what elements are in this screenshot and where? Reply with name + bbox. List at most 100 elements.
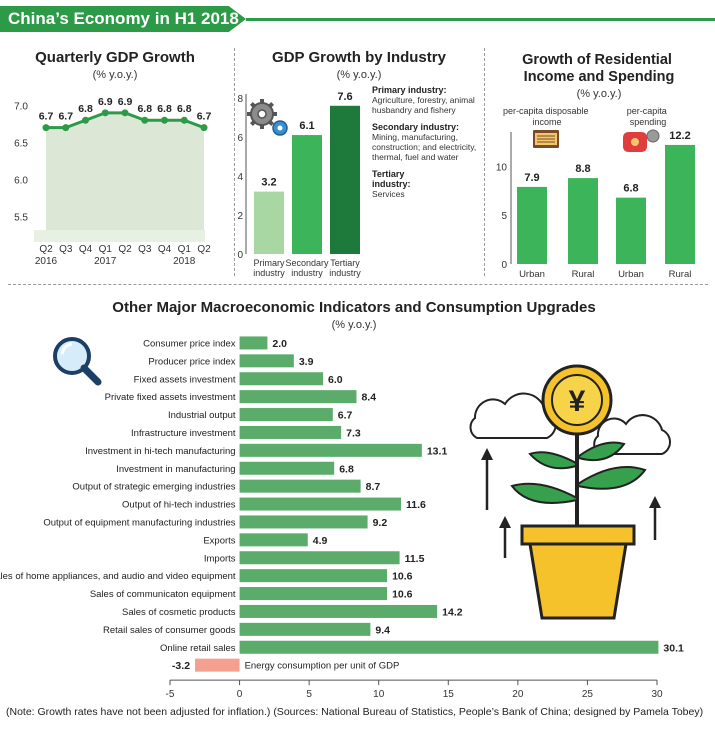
- macro-xtick-label: 5: [306, 689, 312, 700]
- macro-category-label: Private fixed assets investment: [105, 392, 236, 403]
- macro-category-label: Energy consumption per unit of GDP: [245, 661, 400, 672]
- macro-value-label: 11.5: [405, 553, 425, 565]
- macro-category-label: Infrastructure investment: [131, 428, 236, 439]
- income-spending-chart: Growth of Residential Income and Spendin…: [496, 52, 695, 280]
- gdp-ytick-label: 6.0: [14, 176, 28, 187]
- macro-value-label: 30.1: [663, 642, 684, 654]
- gdp-point: [121, 109, 129, 117]
- industry-legend-desc: construction; and electricity,: [372, 142, 476, 152]
- macro-bar: [195, 658, 240, 672]
- macro-chart-axis: -5 0 5 10 15 20 25 30: [166, 679, 663, 700]
- gdp-value-label: 6.7: [58, 111, 73, 123]
- panel-divider-left: [234, 48, 235, 276]
- macro-bar: [239, 551, 400, 565]
- income-chart-title: Growth of Residential Income and Spendin…: [522, 52, 676, 85]
- macro-bar: [239, 587, 388, 601]
- industry-category-label: Primary: [254, 258, 285, 268]
- income-bar: [568, 178, 598, 264]
- magnifier-icon: [53, 337, 102, 386]
- gdp-xtick-label: Q2: [197, 244, 211, 255]
- macro-category-label: Sales of cosmetic products: [122, 607, 236, 618]
- industry-legend-name: Secondary industry:: [372, 122, 459, 132]
- macro-value-label: 3.9: [299, 356, 314, 368]
- gdp-xtick-label: Q1: [99, 244, 113, 255]
- gdp-value-label: 6.8: [137, 103, 152, 115]
- income-bars: 7.9 Urban 8.8 Rural 6.8 Urban 12.2 Rural: [517, 130, 695, 280]
- industry-legend-desc: thermal, fuel and water: [372, 152, 459, 162]
- macro-category-label: Output of strategic emerging industries: [72, 482, 235, 493]
- macro-value-label: 14.2: [442, 606, 463, 618]
- industry-category-label: industry: [291, 268, 323, 278]
- macro-bars: 2.0 Consumer price index 3.9 Producer price…: [0, 336, 684, 672]
- macro-value-label: 6.0: [328, 374, 343, 386]
- macro-category-label: Retail sales of consumer goods: [103, 625, 236, 636]
- industry-value-label: 3.2: [261, 177, 276, 189]
- gdp-point: [62, 124, 70, 132]
- macro-category-label: Producer price index: [148, 356, 235, 367]
- macro-category-label: Sales of home appliances, and audio and …: [0, 571, 236, 582]
- income-ytick-label: 5: [501, 211, 507, 222]
- macro-value-label: 10.6: [392, 589, 413, 601]
- industry-chart-title: GDP Growth by Industry: [272, 49, 447, 66]
- gdp-area: [46, 112, 204, 230]
- gdp-value-label: 6.7: [39, 111, 54, 123]
- macro-category-label: Sales of communicaton equipment: [90, 589, 236, 600]
- macro-bar: [239, 461, 335, 475]
- industry-chart-subtitle: (% y.o.y.): [337, 69, 382, 81]
- macro-value-label: 9.4: [375, 624, 390, 636]
- industry-growth-chart: GDP Growth by Industry (% y.o.y.) 02468 …: [237, 49, 476, 278]
- macro-bar: [239, 604, 438, 618]
- gdp-value-label: 6.8: [78, 103, 93, 115]
- macro-category-label: Exports: [203, 535, 235, 546]
- gdp-xtick-label: Q3: [59, 244, 73, 255]
- banner-background: [0, 6, 246, 32]
- industry-category-label: industry: [253, 268, 285, 278]
- income-group-label-line1: per-capita disposable: [503, 106, 589, 116]
- macro-bar: [239, 533, 308, 547]
- industry-legend-name: Primary industry:: [372, 85, 447, 95]
- macro-value-label: 4.9: [313, 535, 328, 547]
- income-category-label: Rural: [669, 269, 692, 280]
- macro-category-label: Online retail sales: [160, 643, 236, 654]
- industry-legend-desc: Mining, manufacturing,: [372, 132, 458, 142]
- macro-category-label: Investment in manufacturing: [116, 464, 235, 475]
- industry-chart-axis: 0 2 4 6 8: [237, 94, 247, 261]
- income-chart-subtitle: (% y.o.y.): [577, 88, 622, 100]
- macro-value-label: -3.2: [172, 660, 190, 672]
- gdp-point: [180, 116, 188, 124]
- quarterly-gdp-chart: Quarterly GDP Growth (% y.o.y.) 5.5 6.0 6.…: [14, 49, 212, 267]
- income-ytick-label: 0: [501, 260, 507, 271]
- industry-category-label: industry: [329, 268, 361, 278]
- gdp-xtick-label: Q3: [138, 244, 152, 255]
- macro-xtick-label: 15: [443, 689, 455, 700]
- svg-text:¥: ¥: [569, 385, 586, 418]
- gdp-xtick-label: Q1: [178, 244, 192, 255]
- industry-legend: Primary industry:Agriculture, forestry, …: [372, 85, 476, 199]
- gdp-value-label: 6.7: [197, 111, 212, 123]
- gdp-year-label: 2016: [35, 256, 58, 267]
- macro-value-label: 6.7: [338, 410, 353, 422]
- industry-bar: [330, 105, 360, 254]
- gdp-ytick-label: 6.5: [14, 138, 28, 149]
- income-category-label: Urban: [519, 269, 545, 280]
- gdp-ytick-label: 7.0: [14, 101, 28, 112]
- macro-xtick-label: 30: [651, 689, 663, 700]
- macro-xtick-label: 20: [512, 689, 524, 700]
- macro-category-label: Imports: [204, 553, 236, 564]
- gdp-point: [200, 124, 208, 132]
- gdp-ytick-label: 5.5: [14, 213, 28, 224]
- industry-legend-desc: Services: [372, 189, 405, 199]
- macro-xtick-label: 0: [237, 689, 243, 700]
- cash-icon: [533, 130, 559, 148]
- income-chart-axis: 0 5 10: [496, 132, 512, 271]
- gdp-xtick-label: Q2: [118, 244, 132, 255]
- macro-category-label: Investment in hi-tech manufacturing: [85, 446, 236, 457]
- macro-value-label: 10.6: [392, 571, 413, 583]
- income-value-label: 8.8: [575, 163, 590, 175]
- macro-value-label: 7.3: [346, 427, 361, 439]
- gdp-value-label: 6.8: [177, 103, 192, 115]
- gdp-year-label: 2018: [173, 256, 196, 267]
- macro-value-label: 9.2: [373, 517, 388, 529]
- gdp-point: [161, 116, 168, 124]
